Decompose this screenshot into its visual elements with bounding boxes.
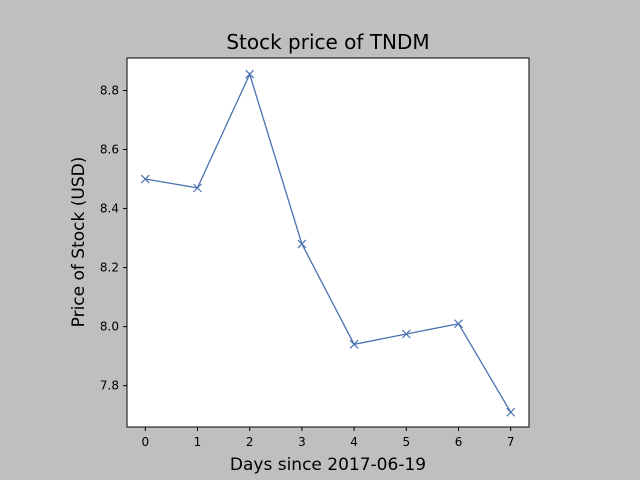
y-tick-label: 8.4 — [100, 202, 119, 216]
data-point-marker — [193, 183, 202, 193]
x-tick-label: 6 — [455, 435, 463, 449]
x-tick-label: 4 — [350, 435, 358, 449]
x-tick-label: 2 — [246, 435, 254, 449]
y-tick-label: 8.6 — [100, 143, 119, 157]
y-tick-label: 8.8 — [100, 83, 119, 97]
y-tick-label: 8.0 — [100, 320, 119, 334]
series-group — [140, 69, 516, 417]
x-tick-label: 7 — [507, 435, 515, 449]
data-point-marker — [349, 339, 359, 349]
x-axis-ticks: 0 1 2 3 4 5 6 7 — [141, 427, 515, 449]
y-tick-label: 8.2 — [100, 261, 119, 275]
x-axis-label: Days since 2017-06-19 — [230, 455, 426, 475]
data-point-marker — [506, 407, 516, 417]
x-tick-label: 1 — [194, 435, 202, 449]
y-axis-ticks: 7.8 8.0 8.2 8.4 8.6 8.8 — [100, 83, 127, 393]
data-point-marker — [245, 69, 255, 79]
data-point-marker — [140, 174, 150, 184]
plot-area — [126, 57, 530, 428]
chart-title: Stock price of TNDM — [226, 30, 429, 54]
y-tick-label: 7.8 — [100, 379, 119, 393]
x-tick-label: 5 — [402, 435, 410, 449]
data-point-marker — [297, 239, 307, 249]
data-point-marker — [401, 329, 411, 339]
x-tick-label: 3 — [298, 435, 306, 449]
data-point-marker — [454, 319, 463, 329]
x-tick-label: 0 — [141, 435, 149, 449]
y-axis-label: Price of Stock (USD) — [69, 157, 89, 328]
series-line — [145, 72, 512, 413]
